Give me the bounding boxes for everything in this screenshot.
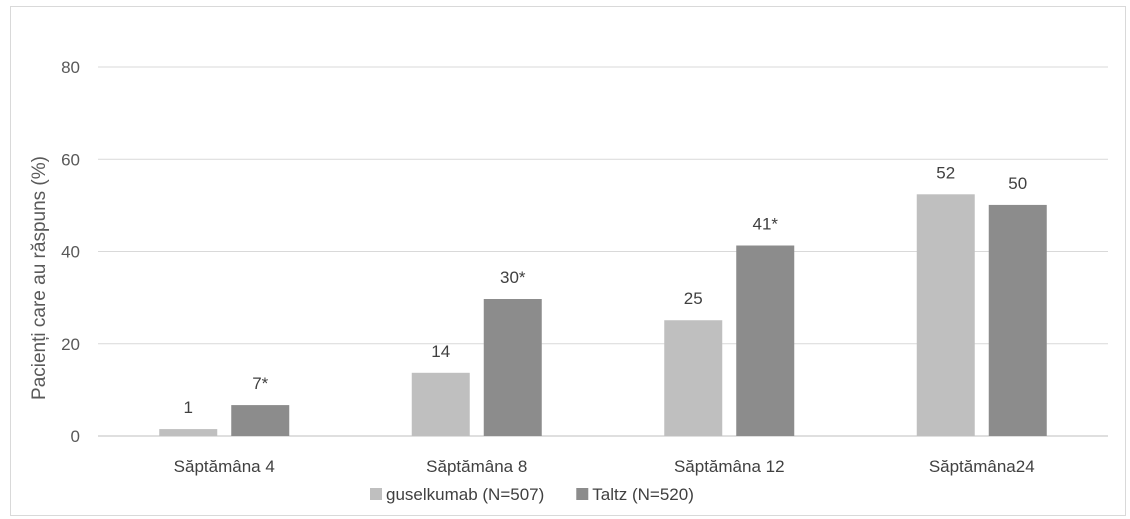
y-tick-label: 80 [61, 58, 80, 77]
data-label: 7* [252, 374, 268, 393]
legend-label: Taltz (N=520) [592, 485, 694, 504]
chart-frame [10, 6, 1126, 516]
legend-label: guselkumab (N=507) [386, 485, 544, 504]
bar [411, 372, 470, 436]
bar [988, 204, 1047, 436]
bar [159, 429, 218, 436]
x-category-label: Săptămâna 8 [426, 457, 527, 476]
data-label: 14 [431, 342, 450, 361]
data-label: 1 [184, 398, 193, 417]
x-axis-categories: Săptămâna 4 Săptămâna 8 Săptămâna 12 Săptăm… [174, 457, 1035, 476]
x-category-label: Săptămâna 4 [174, 457, 275, 476]
legend-swatch [370, 488, 382, 500]
data-label: 25 [684, 289, 703, 308]
x-category-label: Săptămâna24 [929, 457, 1035, 476]
data-labels: 1 7* 14 30* 25 41* 52 50 [184, 163, 1028, 417]
y-tick-label: 60 [61, 150, 80, 169]
bars [159, 194, 1047, 436]
y-tick-label: 40 [61, 243, 80, 262]
data-label: 50 [1008, 174, 1027, 193]
y-axis-ticks: 0 20 40 60 80 [61, 58, 80, 446]
data-label: 52 [936, 163, 955, 182]
bar [916, 194, 975, 436]
x-category-label: Săptămâna 12 [674, 457, 785, 476]
y-tick-label: 0 [71, 427, 80, 446]
y-axis-label: Pacienți care au răspuns (%) [29, 156, 50, 400]
y-tick-label: 20 [61, 335, 80, 354]
legend-swatch [576, 488, 589, 500]
legend: guselkumab (N=507) Taltz (N=520) [370, 485, 694, 504]
bar [736, 245, 795, 436]
bar [664, 320, 723, 436]
bar [231, 405, 290, 436]
bar [483, 299, 542, 436]
data-label: 41* [752, 215, 778, 234]
data-label: 30* [500, 268, 526, 287]
